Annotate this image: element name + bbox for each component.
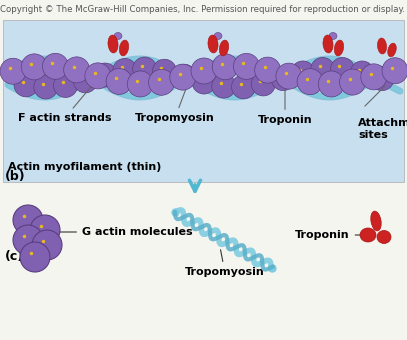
- Circle shape: [0, 58, 26, 84]
- Circle shape: [382, 58, 407, 84]
- Circle shape: [113, 58, 137, 83]
- Ellipse shape: [114, 33, 122, 39]
- Circle shape: [297, 69, 323, 95]
- Circle shape: [13, 205, 43, 235]
- Circle shape: [32, 230, 62, 260]
- Ellipse shape: [371, 211, 381, 231]
- Circle shape: [133, 57, 157, 81]
- Ellipse shape: [323, 35, 333, 53]
- Circle shape: [330, 57, 354, 82]
- Circle shape: [276, 63, 302, 89]
- Circle shape: [42, 53, 68, 79]
- Circle shape: [85, 63, 111, 89]
- Text: F actin strands: F actin strands: [18, 84, 112, 123]
- Ellipse shape: [329, 33, 337, 39]
- Circle shape: [30, 215, 60, 245]
- Circle shape: [149, 69, 175, 95]
- Ellipse shape: [377, 38, 387, 54]
- Ellipse shape: [119, 40, 129, 56]
- Ellipse shape: [214, 33, 222, 39]
- Circle shape: [212, 54, 238, 80]
- Circle shape: [192, 70, 216, 94]
- Circle shape: [232, 75, 256, 99]
- Circle shape: [14, 73, 38, 97]
- Circle shape: [106, 68, 132, 95]
- Text: (c): (c): [5, 250, 24, 263]
- Circle shape: [21, 54, 47, 80]
- Text: Attachment
sites: Attachment sites: [358, 118, 407, 140]
- Circle shape: [255, 57, 281, 83]
- Circle shape: [350, 61, 374, 85]
- Text: Tropomyosin: Tropomyosin: [185, 250, 265, 277]
- Text: Actin myofilament (thin): Actin myofilament (thin): [8, 162, 161, 172]
- Circle shape: [93, 63, 117, 87]
- Circle shape: [361, 64, 387, 90]
- Circle shape: [234, 53, 259, 80]
- Circle shape: [54, 73, 78, 98]
- Text: Troponin: Troponin: [258, 65, 312, 125]
- Circle shape: [73, 69, 97, 93]
- Circle shape: [34, 75, 58, 99]
- Ellipse shape: [360, 228, 376, 242]
- Ellipse shape: [335, 40, 344, 56]
- FancyBboxPatch shape: [3, 20, 404, 182]
- Circle shape: [63, 57, 90, 83]
- Ellipse shape: [388, 43, 396, 57]
- Circle shape: [291, 61, 315, 85]
- Circle shape: [172, 64, 196, 88]
- Text: G actin molecules: G actin molecules: [51, 227, 193, 237]
- Circle shape: [318, 71, 344, 97]
- Ellipse shape: [219, 40, 229, 56]
- Text: (b): (b): [5, 170, 26, 183]
- Ellipse shape: [208, 35, 218, 53]
- Circle shape: [339, 69, 365, 95]
- Text: Copyright © The McGraw-Hill Companies, Inc. Permission required for reproduction: Copyright © The McGraw-Hill Companies, I…: [0, 5, 405, 14]
- Circle shape: [370, 67, 394, 90]
- Circle shape: [127, 71, 153, 97]
- Circle shape: [153, 59, 177, 83]
- Circle shape: [191, 58, 217, 84]
- Circle shape: [252, 72, 275, 96]
- Circle shape: [13, 225, 43, 255]
- Text: Tropomyosin: Tropomyosin: [135, 73, 215, 123]
- Circle shape: [271, 67, 295, 90]
- Text: Troponin: Troponin: [295, 230, 362, 240]
- Circle shape: [20, 242, 50, 272]
- Circle shape: [170, 64, 196, 90]
- Circle shape: [311, 57, 335, 82]
- Ellipse shape: [108, 35, 118, 53]
- Circle shape: [212, 74, 236, 98]
- Ellipse shape: [377, 231, 391, 243]
